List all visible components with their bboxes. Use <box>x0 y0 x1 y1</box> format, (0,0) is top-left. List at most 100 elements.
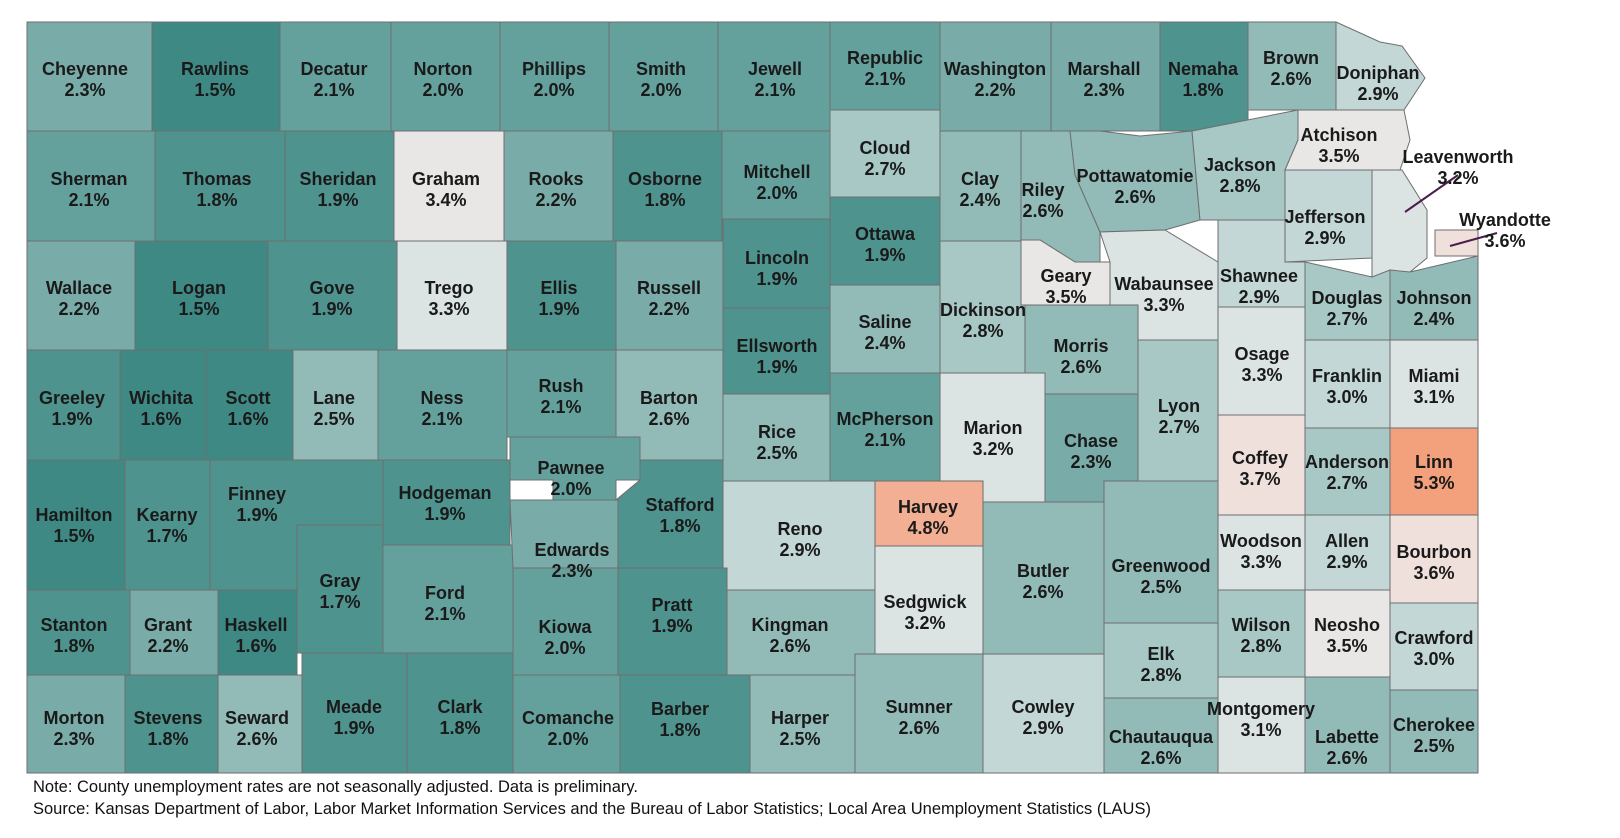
county-name: Russell <box>637 278 701 298</box>
county-label-pottawatomie: Pottawatomie 2.6% <box>1076 166 1193 207</box>
county-label-cowley: Cowley 2.9% <box>1011 697 1074 738</box>
county-rate: 2.4% <box>959 190 1000 210</box>
county-label-geary: Geary 3.5% <box>1040 266 1091 307</box>
county-name: Republic <box>847 48 923 68</box>
county-label-phillips: Phillips 2.0% <box>522 59 586 100</box>
county-rate: 1.8% <box>439 718 480 738</box>
county-label-thomas: Thomas 1.8% <box>182 169 251 210</box>
county-name: Labette <box>1315 727 1379 747</box>
county-rate: 2.3% <box>53 729 94 749</box>
county-rate: 2.8% <box>1240 636 1281 656</box>
county-label-sedgwick: Sedgwick 3.2% <box>883 592 967 633</box>
county-rate: 1.6% <box>235 636 276 656</box>
county-label-pratt: Pratt 1.9% <box>651 595 692 636</box>
county-label-jewell: Jewell 2.1% <box>748 59 802 100</box>
county-name: Jackson <box>1204 155 1276 175</box>
county-rate: 2.0% <box>544 638 585 658</box>
county-label-saline: Saline 2.4% <box>858 312 911 353</box>
county-rate: 2.8% <box>1219 176 1260 196</box>
county-rate: 2.9% <box>1304 228 1345 248</box>
county-label-morton: Morton 2.3% <box>44 708 105 749</box>
county-label-doniphan: Doniphan 2.9% <box>1337 63 1420 104</box>
county-name: Ford <box>425 583 465 603</box>
leader-line-wyandotte <box>1449 232 1498 247</box>
county-rate: 2.2% <box>974 80 1015 100</box>
county-label-wichita: Wichita 1.6% <box>129 388 194 429</box>
county-label-cherokee: Cherokee 2.5% <box>1393 715 1475 756</box>
county-rate: 2.5% <box>313 409 354 429</box>
county-label-greenwood: Greenwood 2.5% <box>1111 556 1210 597</box>
county-label-norton: Norton 2.0% <box>414 59 473 100</box>
county-label-lane: Lane 2.5% <box>313 388 355 429</box>
county-rate: 3.6% <box>1484 231 1525 251</box>
county-label-wilson: Wilson 2.8% <box>1232 615 1291 656</box>
county-name: Stevens <box>133 708 202 728</box>
county-name: Barber <box>651 699 709 719</box>
county-rate: 1.5% <box>53 526 94 546</box>
county-rate: 2.6% <box>1326 748 1367 768</box>
county-label-wabaunsee: Wabaunsee 3.3% <box>1114 274 1213 315</box>
county-name: Cowley <box>1011 697 1074 717</box>
county-rate: 2.5% <box>756 443 797 463</box>
county-rate: 2.2% <box>535 190 576 210</box>
county-name: Thomas <box>182 169 251 189</box>
county-name: Pawnee <box>537 458 604 478</box>
county-name: Chase <box>1064 431 1118 451</box>
county-name: Sherman <box>50 169 127 189</box>
county-name: Johnson <box>1397 288 1472 308</box>
county-greenwood <box>1103 480 1219 624</box>
county-label-pawnee: Pawnee 2.0% <box>537 458 604 499</box>
county-name: Harper <box>771 708 829 728</box>
county-label-wyandotte: Wyandotte 3.6% <box>1459 210 1551 251</box>
county-rate: 1.9% <box>756 269 797 289</box>
county-rate: 4.8% <box>907 518 948 538</box>
county-rate: 1.6% <box>227 409 268 429</box>
county-label-marshall: Marshall 2.3% <box>1067 59 1140 100</box>
county-name: Ottawa <box>855 224 916 244</box>
county-label-jefferson: Jefferson 2.9% <box>1284 207 1365 248</box>
county-rate: 3.6% <box>1413 563 1454 583</box>
county-label-dickinson: Dickinson 2.8% <box>940 300 1026 341</box>
county-label-osage: Osage 3.3% <box>1234 344 1289 385</box>
county-name: Woodson <box>1220 531 1302 551</box>
county-name: Shawnee <box>1220 266 1298 286</box>
county-rate: 3.2% <box>1437 168 1478 188</box>
county-rate: 1.8% <box>147 729 188 749</box>
county-rate: 3.5% <box>1045 287 1086 307</box>
county-label-osborne: Osborne 1.8% <box>628 169 702 210</box>
county-name: Morton <box>44 708 105 728</box>
map-source: Source: Kansas Department of Labor, Labo… <box>33 800 1151 818</box>
county-rate: 2.7% <box>864 159 905 179</box>
county-rate: 2.9% <box>1022 718 1063 738</box>
county-rate: 3.5% <box>1318 146 1359 166</box>
county-label-neosho: Neosho 3.5% <box>1314 615 1380 656</box>
county-rate: 3.3% <box>1241 365 1282 385</box>
county-name: Clark <box>437 697 483 717</box>
county-rate: 2.0% <box>640 80 681 100</box>
county-rate: 2.6% <box>898 718 939 738</box>
county-name: Wallace <box>46 278 112 298</box>
county-rate: 2.5% <box>1140 577 1181 597</box>
county-label-coffey: Coffey 3.7% <box>1232 448 1288 489</box>
county-label-miami: Miami 3.1% <box>1408 366 1459 407</box>
county-label-linn: Linn 5.3% <box>1413 452 1454 493</box>
county-rate: 1.9% <box>651 616 692 636</box>
county-rate: 2.6% <box>648 409 689 429</box>
county-name: Pottawatomie <box>1076 166 1193 186</box>
county-label-nemaha: Nemaha 1.8% <box>1168 59 1239 100</box>
county-rate: 2.6% <box>236 729 277 749</box>
county-name: Clay <box>961 169 999 189</box>
county-label-russell: Russell 2.2% <box>637 278 701 319</box>
county-label-rooks: Rooks 2.2% <box>528 169 583 210</box>
county-rate: 2.1% <box>424 604 465 624</box>
county-name: Brown <box>1263 48 1319 68</box>
county-name: Haskell <box>224 615 287 635</box>
county-label-stafford: Stafford 1.8% <box>646 495 715 536</box>
county-label-douglas: Douglas 2.7% <box>1311 288 1382 329</box>
county-name: Finney <box>228 484 286 504</box>
county-label-scott: Scott 1.6% <box>226 388 271 429</box>
county-rate: 2.6% <box>769 636 810 656</box>
county-name: Kiowa <box>538 617 592 637</box>
county-rate: 2.2% <box>147 636 188 656</box>
county-name: Anderson <box>1305 452 1389 472</box>
